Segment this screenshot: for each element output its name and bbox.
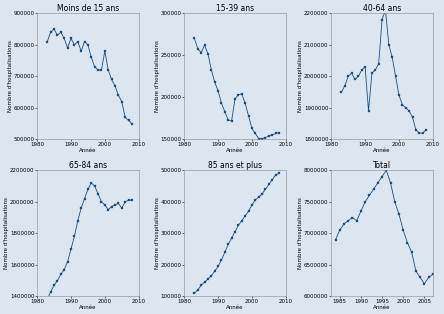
Title: 40-64 ans: 40-64 ans bbox=[363, 4, 401, 13]
Y-axis label: Nombre d'hospitalisations: Nombre d'hospitalisations bbox=[155, 198, 160, 269]
Y-axis label: Nombre d'hospitalisations: Nombre d'hospitalisations bbox=[298, 41, 303, 112]
Title: Moins de 15 ans: Moins de 15 ans bbox=[57, 4, 119, 13]
Title: 85 ans et plus: 85 ans et plus bbox=[208, 161, 262, 170]
X-axis label: Année: Année bbox=[79, 148, 97, 153]
X-axis label: Année: Année bbox=[373, 305, 391, 310]
Title: 65-84 ans: 65-84 ans bbox=[69, 161, 107, 170]
Title: 15-39 ans: 15-39 ans bbox=[216, 4, 254, 13]
Title: Total: Total bbox=[373, 161, 391, 170]
Y-axis label: Nombre d'hospitalisations: Nombre d'hospitalisations bbox=[8, 41, 13, 112]
Y-axis label: Nombre d'hospitalisations: Nombre d'hospitalisations bbox=[298, 198, 303, 269]
X-axis label: Année: Année bbox=[79, 305, 97, 310]
Y-axis label: Nombre d'hospitalisations: Nombre d'hospitalisations bbox=[155, 41, 160, 112]
Y-axis label: Nombre d'hospitalisations: Nombre d'hospitalisations bbox=[4, 198, 9, 269]
X-axis label: Année: Année bbox=[226, 148, 244, 153]
X-axis label: Année: Année bbox=[373, 148, 391, 153]
X-axis label: Année: Année bbox=[226, 305, 244, 310]
